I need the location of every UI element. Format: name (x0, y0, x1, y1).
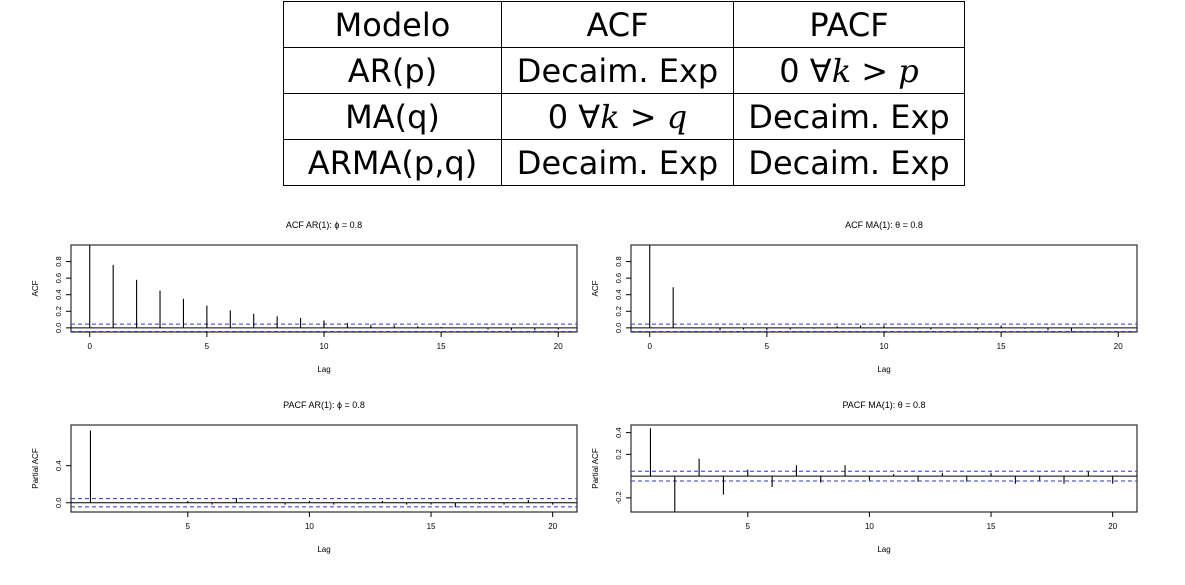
pacf-ma1-ylabel: Partial ACF (591, 448, 600, 489)
acf-ma1-xtick-label: 10 (880, 342, 889, 351)
pacf-ar1-xtick-label: 20 (548, 522, 557, 531)
pacf-ar1-chart: PACF AR(1): ϕ = 0.8 5 10 15 20 0.0 0.4 Lag Parti… (31, 400, 578, 554)
pacf-ar1-xtick-label: 5 (186, 522, 191, 531)
table-cell: Decaim. Exp (733, 93, 965, 140)
acf-ma1-ytick-label: 0.2 (614, 306, 623, 316)
pacf-ar1-ylabel: Partial ACF (31, 448, 40, 489)
pacf-ar1-xtick-label: 15 (427, 522, 436, 531)
pacf-ar1-ytick-label: 0.4 (54, 461, 63, 471)
table-row: AR(p) Decaim. Exp 0 ∀k > p (283, 47, 965, 94)
table-cell: ARMA(p,q) (283, 139, 502, 186)
table-cell: Decaim. Exp (733, 139, 965, 186)
acf-ma1-chart: ACF MA(1): θ = 0.8 0 5 10 15 20 0.0 0.2 0.4 0.6 0.… (591, 220, 1138, 374)
acf-ar1-title: ACF AR(1): ϕ = 0.8 (286, 220, 362, 230)
acf-ar1-chart: ACF AR(1): ϕ = 0.8 0 5 10 15 20 0.0 0.2 0.4 0.6 0.… (31, 220, 578, 374)
pacf-ar1-ytick-label: 0.0 (54, 498, 63, 508)
acf-ar1-ytick-label: 0.4 (54, 289, 63, 299)
acf-ar1-xtick-label: 10 (320, 342, 329, 351)
acf-ar1-xtick-label: 15 (437, 342, 446, 351)
pacf-ar1-xtick-label: 10 (305, 522, 314, 531)
acf-ma1-xtick-label: 5 (765, 342, 770, 351)
acf-ar1-xtick-label: 20 (554, 342, 563, 351)
header-cell-pacf: PACF (733, 1, 965, 48)
acf-ar1-xlabel: Lag (317, 365, 330, 374)
table-cell: 0 ∀k > q (501, 93, 734, 140)
acf-ma1-xtick-label: 15 (997, 342, 1006, 351)
acf-ma1-plot-frame (630, 244, 1138, 333)
acf-ar1-xtick-label: 5 (205, 342, 210, 351)
pacf-ma1-xtick-label: 10 (865, 522, 874, 531)
header-cell-modelo: Modelo (283, 1, 502, 48)
pacf-ma1-ytick-label: 0.2 (614, 449, 623, 459)
pacf-ar1-title: PACF AR(1): ϕ = 0.8 (283, 400, 365, 410)
acf-ma1-ylabel: ACF (591, 280, 600, 296)
acf-ma1-ytick-label: 0.6 (614, 273, 623, 283)
acf-ar1-ytick-label: 0.8 (54, 256, 63, 266)
acf-ma1-ytick-label: 0.0 (614, 323, 623, 333)
table-cell: AR(p) (283, 47, 502, 94)
table-cell: MA(q) (283, 93, 502, 140)
table-row: ARMA(p,q) Decaim. Exp Decaim. Exp (283, 139, 965, 186)
table-cell: Decaim. Exp (501, 47, 734, 94)
pacf-ma1-xtick-label: 15 (987, 522, 996, 531)
pacf-ma1-ytick-label: 0.4 (614, 427, 623, 437)
pacf-ar1-plot-frame (70, 424, 578, 513)
acf-ma1-ytick-label: 0.8 (614, 256, 623, 266)
model-comparison-table: Modelo ACF PACF AR(p) Decaim. Exp 0 ∀k >… (283, 1, 965, 186)
acf-ar1-xtick-label: 0 (88, 342, 93, 351)
pacf-ma1-xtick-label: 20 (1108, 522, 1117, 531)
header-cell-acf: ACF (501, 1, 734, 48)
pacf-ma1-chart: PACF MA(1): θ = 0.8 5 10 15 20 -0.2 0.2 0.4 Lag P… (591, 400, 1138, 554)
acf-ma1-title: ACF MA(1): θ = 0.8 (845, 220, 923, 230)
pacf-ma1-title: PACF MA(1): θ = 0.8 (842, 400, 925, 410)
acf-ar1-ytick-label: 0.2 (54, 306, 63, 316)
acf-ar1-ytick-label: 0.0 (54, 323, 63, 333)
acf-ar1-plot-frame (70, 244, 578, 333)
acf-ma1-xtick-label: 0 (648, 342, 653, 351)
pacf-ma1-plot-frame (630, 424, 1138, 513)
acf-ma1-ytick-label: 0.4 (614, 289, 623, 299)
table-row: MA(q) 0 ∀k > q Decaim. Exp (283, 93, 965, 140)
pacf-ma1-ytick-label: -0.2 (614, 491, 623, 504)
acf-ma1-xlabel: Lag (877, 365, 890, 374)
table-header-row: Modelo ACF PACF (283, 1, 965, 48)
pacf-ma1-xlabel: Lag (877, 545, 890, 554)
acf-ar1-ytick-label: 0.6 (54, 273, 63, 283)
table-cell: 0 ∀k > p (733, 47, 965, 94)
acf-ar1-ylabel: ACF (31, 280, 40, 296)
table-cell: Decaim. Exp (501, 139, 734, 186)
pacf-ar1-xlabel: Lag (317, 545, 330, 554)
acf-ma1-xtick-label: 20 (1114, 342, 1123, 351)
pacf-ma1-xtick-label: 5 (746, 522, 751, 531)
